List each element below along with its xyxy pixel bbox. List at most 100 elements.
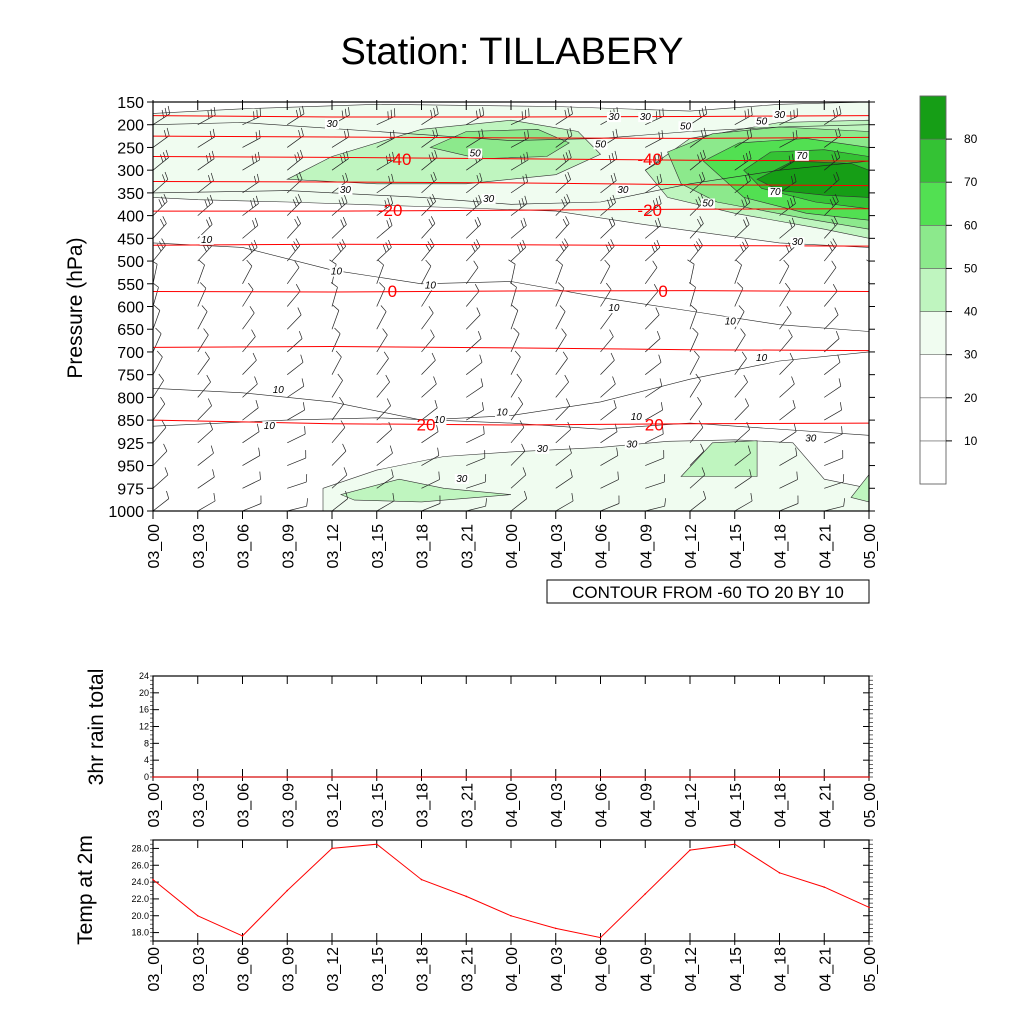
barb-flag — [614, 150, 618, 159]
pressure-tick-label: 350 — [117, 186, 144, 203]
wind-barb — [868, 328, 869, 330]
wind-barb — [242, 282, 254, 307]
barb-flag — [298, 330, 303, 339]
wind-barb — [286, 260, 300, 284]
wind-barb — [421, 306, 434, 330]
barb-flag — [338, 199, 342, 208]
humidity-contour-label: 10 — [496, 408, 508, 419]
humidity-label-bg — [772, 109, 787, 120]
barb-shaft — [600, 360, 615, 375]
barb-flag — [879, 239, 882, 246]
barb-flag — [384, 200, 388, 209]
wind-barb — [242, 352, 257, 375]
barb-flag — [611, 216, 616, 225]
barb-flag — [832, 238, 838, 246]
barb-flag — [481, 128, 484, 137]
barb-flag — [296, 174, 300, 183]
barb-shaft — [466, 505, 486, 511]
barb-flag — [256, 423, 260, 432]
barb-flag — [521, 443, 526, 452]
series-point — [644, 776, 647, 778]
wind-barb — [779, 195, 796, 216]
barb-flag — [701, 107, 705, 116]
time-tick-label: 03_06 — [236, 783, 253, 828]
barb-shaft — [286, 290, 301, 307]
barb-flag — [475, 197, 479, 205]
barb-flag — [291, 243, 296, 252]
barb-flag — [616, 447, 619, 456]
wind-barb — [555, 469, 573, 489]
pressure-tick-label: 150 — [117, 95, 144, 112]
humidity-contour-line — [153, 242, 869, 332]
barb-flag — [882, 109, 883, 117]
wind-barb — [734, 374, 748, 398]
wind-barb — [600, 102, 602, 103]
barb-flag — [830, 241, 835, 249]
barb-flag — [704, 105, 708, 114]
barb-flag — [516, 373, 522, 381]
barb-flag — [473, 241, 478, 250]
barb-flag — [209, 421, 213, 430]
pressure-tick-label: 650 — [117, 322, 144, 339]
barb-flag — [697, 218, 702, 227]
barb-flag — [701, 171, 706, 180]
wind-barb — [689, 149, 706, 171]
humidity-region — [340, 478, 512, 503]
time-tick-label: 04_06 — [594, 947, 611, 992]
wind-barb — [600, 400, 617, 421]
wind-barb — [376, 130, 395, 148]
wind-barb — [824, 330, 840, 353]
wind-barb — [466, 426, 485, 444]
barb-flag — [700, 443, 705, 452]
wind-barb — [868, 192, 869, 193]
wind-barb — [421, 329, 435, 353]
wind-barb — [421, 423, 439, 444]
colorbar-tick-label: 20 — [964, 391, 978, 405]
pressure-tick-label: 950 — [117, 459, 144, 476]
rain-axis-label: 3hr rain total — [85, 669, 108, 786]
barb-flag — [571, 493, 574, 502]
barb-shaft — [689, 380, 701, 398]
barb-flag — [301, 127, 304, 136]
humidity-contour-label: 10 — [331, 267, 343, 278]
colorbar-bin — [919, 268, 947, 312]
wind-barb — [242, 471, 261, 489]
temperature-contour-line — [153, 345, 869, 352]
barb-flag — [745, 175, 749, 183]
barb-flag — [164, 171, 169, 180]
barb-flag — [747, 108, 750, 117]
pressure-tick-label: 975 — [117, 481, 144, 498]
wind-barb — [421, 105, 439, 126]
barb-flag — [566, 129, 570, 138]
barb-shaft — [197, 358, 210, 375]
series-point — [554, 927, 557, 930]
barb-flag — [163, 443, 168, 452]
humidity-label-bg — [454, 473, 469, 484]
barb-flag — [786, 306, 792, 314]
barb-flag — [160, 397, 166, 405]
barb-flag — [299, 107, 302, 116]
humidity-contour-line — [153, 122, 869, 141]
barb-flag — [660, 151, 663, 160]
wind-barb — [645, 378, 663, 398]
barb-shaft — [510, 450, 526, 466]
wind-barb — [823, 283, 838, 307]
humidity-label-bg — [495, 407, 510, 418]
barb-flag — [659, 378, 663, 387]
wind-barb — [644, 260, 658, 284]
barb-flag — [160, 218, 165, 227]
y-tick-label: 22.0 — [131, 894, 149, 904]
barb-shaft — [600, 503, 620, 511]
barb-shaft — [421, 312, 434, 330]
temperature-series — [152, 843, 870, 939]
barb-flag — [565, 216, 570, 224]
wind-barb — [779, 282, 791, 307]
humidity-contours — [153, 122, 869, 436]
wind-barb — [421, 194, 436, 216]
barb-flag — [206, 219, 210, 228]
wind-barb — [153, 397, 166, 421]
barb-flag — [835, 330, 840, 339]
barb-flag — [383, 351, 389, 359]
wind-barb — [868, 465, 869, 466]
barb-flag — [561, 328, 567, 336]
